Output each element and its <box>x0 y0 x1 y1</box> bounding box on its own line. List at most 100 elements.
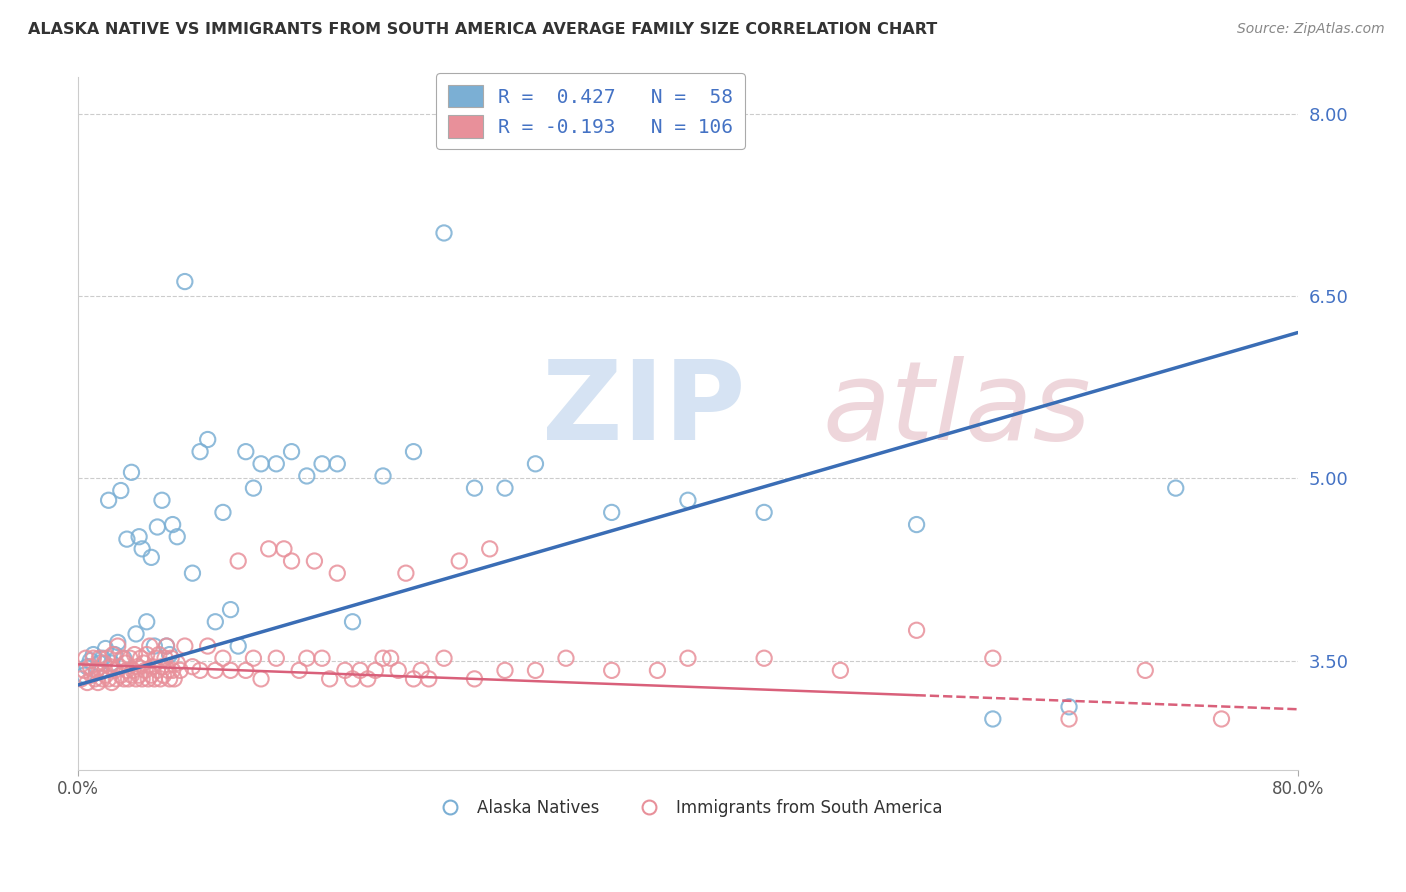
Point <box>142 659 165 673</box>
Point <box>494 664 516 678</box>
Point <box>107 639 129 653</box>
Point <box>250 457 273 471</box>
Point <box>163 672 186 686</box>
Point <box>1135 664 1157 678</box>
Point <box>676 651 699 665</box>
Point <box>371 651 394 665</box>
Point <box>141 550 163 565</box>
Point <box>107 635 129 649</box>
Point <box>433 226 456 240</box>
Point <box>333 664 356 678</box>
Point <box>235 664 257 678</box>
Point <box>181 659 204 673</box>
Point <box>226 554 249 568</box>
Point <box>830 664 852 678</box>
Point <box>494 481 516 495</box>
Point <box>75 651 97 665</box>
Point <box>181 566 204 581</box>
Point <box>159 672 181 686</box>
Point <box>125 672 148 686</box>
Point <box>132 656 155 670</box>
Point <box>87 675 110 690</box>
Point <box>105 672 128 686</box>
Point <box>257 541 280 556</box>
Point <box>100 656 122 670</box>
Point <box>131 672 153 686</box>
Point <box>318 672 340 686</box>
Point <box>981 712 1004 726</box>
Point <box>204 664 226 678</box>
Point <box>166 656 188 670</box>
Point <box>600 664 623 678</box>
Point <box>93 656 115 670</box>
Point <box>349 664 371 678</box>
Point <box>676 493 699 508</box>
Point <box>280 444 302 458</box>
Point <box>160 651 183 665</box>
Point <box>131 541 153 556</box>
Point <box>94 641 117 656</box>
Legend: Alaska Natives, Immigrants from South America: Alaska Natives, Immigrants from South Am… <box>427 793 949 824</box>
Text: ALASKA NATIVE VS IMMIGRANTS FROM SOUTH AMERICA AVERAGE FAMILY SIZE CORRELATION C: ALASKA NATIVE VS IMMIGRANTS FROM SOUTH A… <box>28 22 938 37</box>
Point <box>219 664 242 678</box>
Point <box>134 664 156 678</box>
Point <box>91 672 114 686</box>
Point <box>463 481 485 495</box>
Point <box>173 275 195 289</box>
Point <box>371 469 394 483</box>
Point <box>242 651 264 665</box>
Point <box>146 664 169 678</box>
Point <box>97 672 120 686</box>
Text: ZIP: ZIP <box>541 357 745 463</box>
Point <box>125 627 148 641</box>
Point <box>159 648 181 662</box>
Point <box>157 664 180 678</box>
Point <box>418 672 440 686</box>
Point <box>326 566 349 581</box>
Point <box>326 457 349 471</box>
Point <box>152 668 174 682</box>
Point <box>127 659 149 673</box>
Point <box>101 648 124 662</box>
Point <box>242 481 264 495</box>
Point <box>288 664 311 678</box>
Point <box>162 664 184 678</box>
Point <box>280 554 302 568</box>
Point <box>395 566 418 581</box>
Point <box>295 651 318 665</box>
Point <box>104 664 127 678</box>
Point <box>250 672 273 686</box>
Text: atlas: atlas <box>823 357 1091 463</box>
Point <box>89 651 111 665</box>
Point <box>1057 712 1080 726</box>
Point <box>153 651 176 665</box>
Point <box>97 493 120 508</box>
Point <box>1164 481 1187 495</box>
Point <box>478 541 501 556</box>
Point <box>91 651 114 665</box>
Point <box>155 639 177 653</box>
Point <box>905 517 928 532</box>
Point <box>357 672 380 686</box>
Point <box>86 664 108 678</box>
Point <box>83 672 105 686</box>
Point <box>128 668 150 682</box>
Point <box>752 651 775 665</box>
Point <box>162 517 184 532</box>
Point <box>380 651 402 665</box>
Point <box>342 672 364 686</box>
Point <box>135 615 157 629</box>
Point <box>115 532 138 546</box>
Point <box>89 656 111 670</box>
Point <box>295 469 318 483</box>
Point <box>524 664 547 678</box>
Point <box>212 651 235 665</box>
Point <box>143 639 166 653</box>
Point <box>364 664 387 678</box>
Point <box>73 664 96 678</box>
Point <box>121 466 143 480</box>
Point <box>647 664 669 678</box>
Point <box>112 651 135 665</box>
Point <box>79 654 101 668</box>
Point <box>108 659 131 673</box>
